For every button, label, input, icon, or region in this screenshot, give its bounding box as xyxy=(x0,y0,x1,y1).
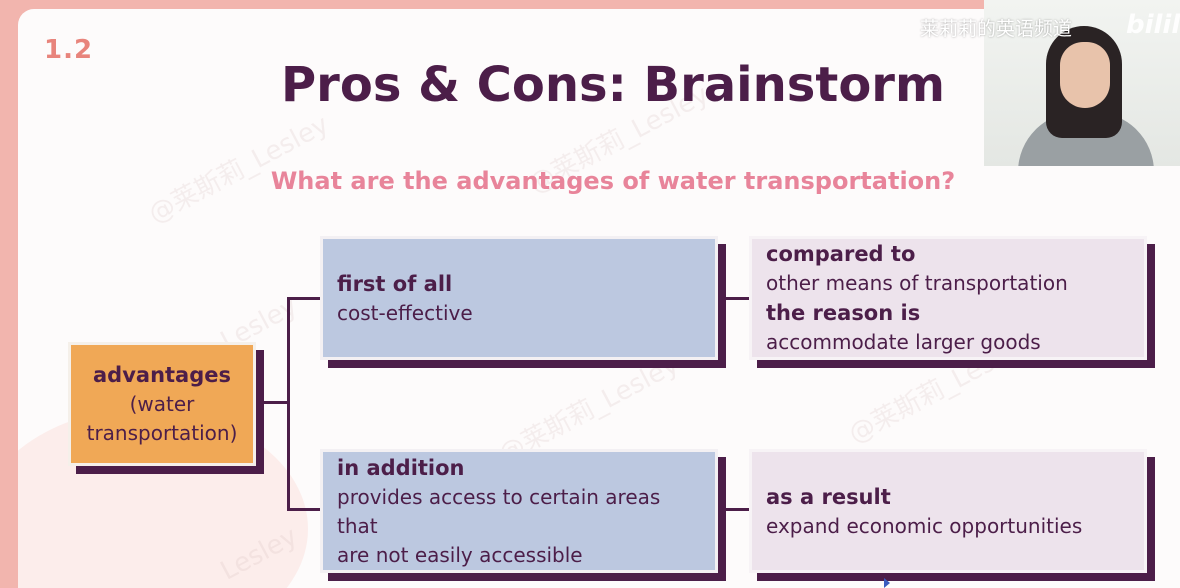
advantages-subtitle-line2: transportation) xyxy=(86,421,238,445)
compared-to-heading: compared to xyxy=(766,242,916,266)
reason-heading: the reason is xyxy=(766,301,921,325)
first-of-all-box: first of all cost-effective xyxy=(320,236,726,368)
slide-question: What are the advantages of water transpo… xyxy=(270,167,956,195)
advantages-box: advantages (water transportation) xyxy=(68,342,264,474)
advantages-heading: advantages xyxy=(93,363,231,387)
in-addition-heading: in addition xyxy=(337,455,465,480)
as-a-result-heading: as a result xyxy=(766,484,891,509)
first-of-all-text: cost-effective xyxy=(337,300,473,325)
connector-branch-bottom xyxy=(287,508,322,511)
slide-number: 1.2 xyxy=(44,35,94,65)
mouse-cursor-icon xyxy=(884,578,890,588)
bilibili-logo: bilil xyxy=(1126,10,1180,40)
in-addition-text-line2: are not easily accessible xyxy=(337,542,583,567)
connector-vertical-trunk xyxy=(287,297,290,511)
slide-title: Pros & Cons: Brainstorm xyxy=(281,57,945,113)
as-a-result-box: as a result expand economic opportunitie… xyxy=(749,449,1155,581)
in-addition-text-line1: provides access to certain areas that xyxy=(337,484,661,538)
connector-root-stub xyxy=(262,401,289,404)
advantages-subtitle-line1: (water xyxy=(129,392,195,416)
connector-row1-link xyxy=(726,297,750,300)
presenter-face xyxy=(1060,42,1110,108)
connector-branch-top xyxy=(287,297,322,300)
reason-text: accommodate larger goods xyxy=(766,330,1041,354)
presenter-webcam xyxy=(984,0,1180,166)
compared-to-box: compared to other means of transportatio… xyxy=(749,236,1155,368)
as-a-result-text: expand economic opportunities xyxy=(766,513,1083,538)
in-addition-box: in addition provides access to certain a… xyxy=(320,449,726,581)
connector-row2-link xyxy=(726,508,750,511)
channel-name-watermark: 莱莉莉的英语频道 xyxy=(920,18,1073,40)
first-of-all-heading: first of all xyxy=(337,271,453,296)
compared-to-text: other means of transportation xyxy=(766,271,1068,295)
